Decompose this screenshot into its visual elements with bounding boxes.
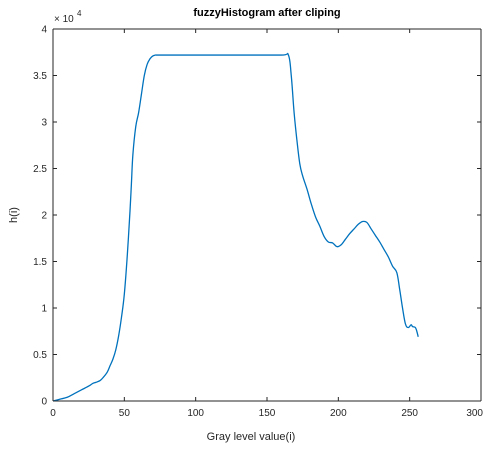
x-tick-label: 150 bbox=[259, 408, 276, 419]
y-tick-label: 4 bbox=[41, 25, 47, 36]
x-ticks: 0 50 100 150 200 250 300 bbox=[50, 29, 483, 419]
y-tick-label: 3 bbox=[41, 118, 47, 129]
plot-area bbox=[53, 29, 481, 401]
x-tick-label: 50 bbox=[119, 408, 131, 419]
y-tick-label: 0 bbox=[41, 397, 47, 408]
x-axis-label: Gray level value(i) bbox=[207, 431, 296, 443]
x-tick-label: 0 bbox=[50, 408, 56, 419]
y-tick-label: 2.5 bbox=[33, 164, 47, 175]
y-ticks: 0 0.5 1 1.5 2 2.5 3 3.5 4 bbox=[33, 25, 481, 408]
series-line-0 bbox=[52, 52, 419, 402]
x-tick-label: 100 bbox=[187, 408, 204, 419]
x-tick-label: 300 bbox=[466, 408, 483, 419]
y-axis-label: h(i) bbox=[8, 207, 20, 223]
y-tick-label: 1.5 bbox=[33, 257, 47, 268]
y-tick-label: 2 bbox=[41, 211, 47, 222]
x-tick-label: 250 bbox=[401, 408, 418, 419]
y-axis-exponent: × 10 4 bbox=[54, 9, 82, 25]
y-tick-label: 0.5 bbox=[33, 350, 47, 361]
series-layer bbox=[52, 52, 419, 402]
y-exponent-power: 4 bbox=[77, 9, 82, 18]
x-tick-label: 200 bbox=[330, 408, 347, 419]
chart-title: fuzzyHistogram after cliping bbox=[193, 7, 340, 19]
y-tick-label: 3.5 bbox=[33, 71, 47, 82]
y-exponent-base: × 10 bbox=[54, 14, 74, 25]
y-tick-label: 1 bbox=[41, 304, 47, 315]
